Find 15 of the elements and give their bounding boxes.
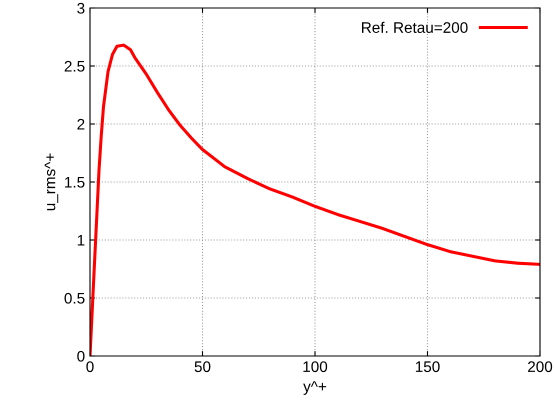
y-tick-label: 0 (77, 350, 85, 362)
y-tick-label: 1 (78, 235, 84, 246)
y-axis-title: u_rms^+ (44, 153, 58, 210)
x-axis-title: y^+ (303, 381, 326, 395)
legend-label: Ref. Retau=200 (362, 22, 468, 33)
x-tick-label: 150 (416, 361, 440, 372)
y-tick-label: 2.5 (64, 60, 84, 72)
y-tick-label: 1.5 (65, 177, 84, 188)
x-tick-label: 50 (194, 361, 210, 372)
y-tick-label: 3 (77, 2, 84, 14)
y-tick-label: 0.5 (64, 292, 84, 304)
x-tick-label: 100 (303, 361, 328, 372)
x-tick-label: 0 (86, 361, 94, 372)
x-tick-label: 200 (528, 361, 552, 372)
y-tick-label: 2 (77, 118, 84, 130)
